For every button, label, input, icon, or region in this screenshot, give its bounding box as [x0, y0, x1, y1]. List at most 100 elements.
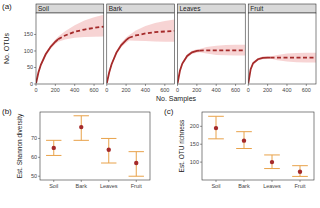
y-tick: [200, 162, 202, 163]
figure: (a)No. OTUsNo. SamplesSoil02004006000501…: [0, 0, 320, 208]
y-tick: [38, 176, 40, 177]
x-tick-label: Soil: [211, 183, 220, 189]
y-axis-label: No. OTUs: [3, 32, 10, 64]
y-tick: [34, 84, 36, 85]
error-bar-cap: [292, 165, 308, 166]
plot-area: [36, 15, 104, 84]
confidence-band: [248, 56, 270, 83]
plot-background: [178, 13, 246, 84]
x-tick-label: 0: [247, 87, 250, 93]
x-tick-label: 600: [231, 87, 240, 93]
facet-strip: [248, 4, 316, 13]
point: [107, 148, 111, 152]
x-tick-label: 600: [160, 87, 169, 93]
x-tick: [306, 84, 307, 86]
error-bar-cap: [46, 140, 61, 141]
x-tick: [216, 180, 217, 182]
y-tick-label: 50: [27, 64, 33, 70]
error-bar-cap: [264, 154, 280, 155]
x-tick-label: Leaves: [100, 183, 118, 189]
y-axis-label: Est. OTU richness: [178, 119, 185, 172]
x-tick-label: Fruit: [295, 183, 306, 189]
x-tick: [286, 84, 287, 86]
x-tick-label: 400: [141, 87, 150, 93]
error-bar: [74, 116, 89, 141]
error-bar-cap: [292, 176, 308, 177]
y-tick-label: 70: [31, 135, 37, 141]
error-bar-cap: [46, 155, 61, 156]
x-tick: [248, 84, 249, 86]
plot-frame: [248, 13, 316, 84]
panel-label: (c): [164, 107, 174, 116]
point: [270, 160, 274, 164]
facet-strip: [107, 4, 175, 13]
rarefaction-line: [107, 38, 129, 83]
x-tick: [164, 84, 165, 86]
error-bar-cap: [74, 115, 89, 116]
y-tick: [38, 138, 40, 139]
y-tick: [200, 126, 202, 127]
x-tick: [235, 84, 236, 86]
y-tick: [34, 50, 36, 51]
y-tick-label: 150: [190, 141, 199, 147]
error-bar: [129, 152, 144, 177]
facet-title: Soil: [38, 5, 49, 12]
confidence-band: [36, 36, 58, 83]
plot-background: [248, 13, 316, 84]
x-tick-label: Fruit: [131, 183, 142, 189]
confidence-band: [58, 15, 103, 42]
x-tick-label: Soil: [49, 183, 58, 189]
x-tick: [267, 84, 268, 86]
x-tick: [126, 84, 127, 86]
y-tick-label: 60: [31, 154, 37, 160]
x-tick: [196, 84, 197, 86]
error-bar-cap: [208, 138, 224, 139]
y-tick-label: 0: [30, 81, 33, 87]
x-tick: [36, 84, 37, 86]
panel-label: (a): [2, 2, 12, 11]
confidence-band: [200, 45, 245, 56]
x-tick: [53, 180, 54, 182]
y-tick-label: 100: [190, 159, 199, 165]
plot-frame: [40, 112, 150, 180]
x-tick-label: 0: [34, 87, 37, 93]
rarefaction-line: [58, 27, 103, 40]
point: [52, 146, 56, 150]
confidence-band: [178, 49, 200, 83]
plot-area: [248, 53, 316, 84]
plot-area: [107, 20, 175, 84]
confidence-band: [129, 20, 174, 42]
x-tick: [244, 180, 245, 182]
rarefaction-line: [129, 31, 174, 38]
x-tick-label: 0: [105, 87, 108, 93]
facet-strip: [36, 4, 104, 13]
plot-background: [107, 13, 175, 84]
error-bar-cap: [129, 176, 144, 177]
panel-label: (b): [2, 107, 12, 116]
y-axis-label: Est. Shannon diversity: [16, 113, 24, 178]
x-tick: [81, 180, 82, 182]
plot-area: [46, 116, 144, 176]
error-bar: [264, 155, 280, 169]
x-tick: [106, 84, 107, 86]
x-tick: [145, 84, 146, 86]
rarefaction-line: [200, 49, 245, 51]
x-tick: [108, 180, 109, 182]
x-tick: [74, 84, 75, 86]
facet-title: Leaves: [180, 5, 202, 12]
x-tick-label: 400: [212, 87, 221, 93]
point: [242, 138, 246, 142]
error-bar: [101, 138, 116, 163]
error-bar-cap: [208, 116, 224, 117]
error-bar: [46, 140, 61, 155]
plot-area: [178, 45, 246, 84]
y-tick: [34, 34, 36, 35]
y-tick: [38, 157, 40, 158]
error-bar-cap: [236, 148, 252, 149]
y-tick-label: 150: [24, 31, 33, 37]
x-tick-label: 0: [176, 87, 179, 93]
x-tick-label: 200: [192, 87, 201, 93]
rarefaction-line: [271, 57, 316, 59]
confidence-band: [271, 53, 316, 63]
error-bar-cap: [264, 168, 280, 169]
